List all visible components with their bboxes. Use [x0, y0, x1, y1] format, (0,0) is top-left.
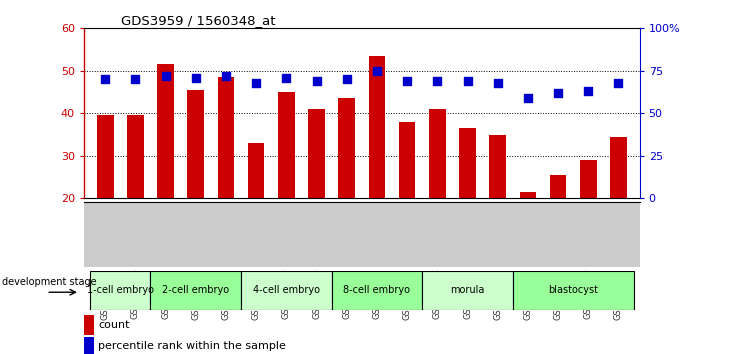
Point	[250, 80, 262, 86]
Bar	[97, 115, 113, 198]
Point	[371, 68, 383, 74]
Point	[311, 78, 322, 84]
Bar	[459, 128, 476, 198]
Point	[160, 73, 172, 79]
Point	[401, 78, 413, 84]
Bar	[580, 160, 596, 198]
Bar	[368, 56, 385, 198]
Bar	[187, 90, 204, 198]
Bar	[127, 115, 144, 198]
Bar	[157, 64, 174, 198]
Point	[522, 95, 534, 101]
Text: 2-cell embryo: 2-cell embryo	[162, 285, 230, 295]
Text: GDS3959 / 1560348_at: GDS3959 / 1560348_at	[121, 14, 275, 27]
Bar	[423, 271, 513, 310]
Point	[281, 75, 292, 80]
Text: morula: morula	[450, 285, 485, 295]
Point	[613, 80, 624, 86]
Text: blastocyst: blastocyst	[548, 285, 598, 295]
Bar	[490, 135, 506, 198]
Text: 8-cell embryo: 8-cell embryo	[344, 285, 410, 295]
Point	[492, 80, 504, 86]
Bar	[218, 77, 234, 198]
Bar	[520, 192, 537, 198]
Point	[462, 78, 474, 84]
Text: count: count	[98, 320, 129, 330]
Bar	[241, 271, 332, 310]
Bar	[550, 175, 567, 198]
Bar	[338, 98, 355, 198]
Point	[99, 76, 111, 82]
Point	[190, 75, 202, 80]
Bar	[308, 109, 325, 198]
Bar	[84, 315, 94, 335]
Text: development stage: development stage	[1, 278, 96, 287]
Bar	[332, 271, 423, 310]
Bar	[84, 337, 94, 354]
Point	[129, 76, 141, 82]
Bar	[151, 271, 241, 310]
Bar	[399, 122, 415, 198]
Text: percentile rank within the sample: percentile rank within the sample	[98, 341, 286, 352]
Bar	[610, 137, 626, 198]
Bar	[90, 271, 151, 310]
Bar	[429, 109, 446, 198]
Bar	[513, 271, 634, 310]
Point	[552, 90, 564, 96]
Bar	[278, 92, 295, 198]
Point	[431, 78, 443, 84]
Text: 4-cell embryo: 4-cell embryo	[253, 285, 320, 295]
Point	[583, 88, 594, 94]
Text: 1-cell embryo: 1-cell embryo	[87, 285, 154, 295]
Point	[220, 73, 232, 79]
Bar	[248, 143, 265, 198]
Point	[341, 76, 352, 82]
